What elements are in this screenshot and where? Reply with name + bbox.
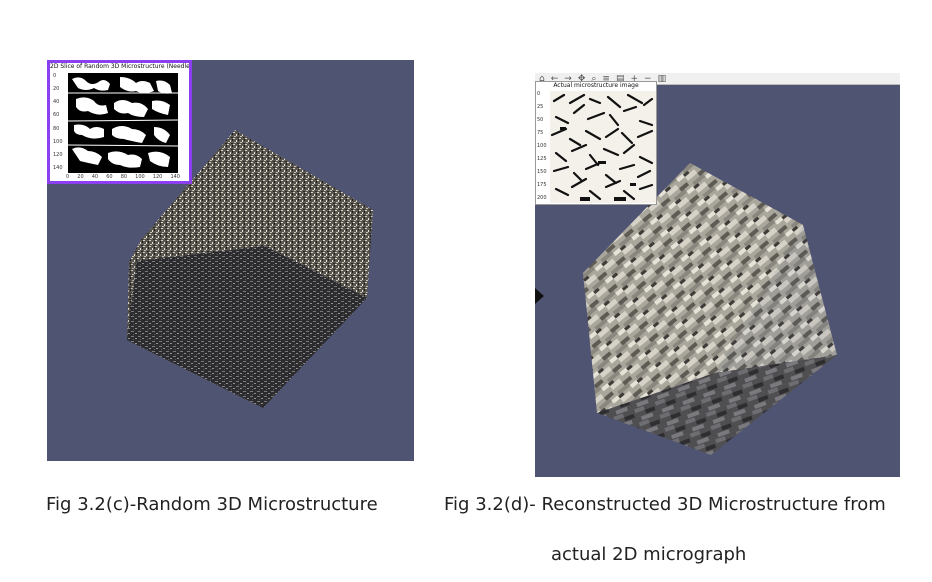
inset-y-ticks: 0 20 40 60 80 100 120 140 (53, 73, 63, 171)
y-tick: 20 (53, 86, 60, 93)
zoom-icon[interactable]: ⌕ (591, 73, 597, 84)
y-tick: 175 (537, 182, 547, 188)
x-tick: 40 (91, 174, 99, 180)
cube-left-face (127, 130, 235, 340)
plus-icon[interactable]: + (630, 73, 639, 84)
x-tick: 140 (170, 174, 180, 180)
cube-bottom-face (127, 246, 367, 408)
caption-right-line1: Fig 3.2(d)- Reconstructed 3D Microstruct… (444, 494, 886, 515)
x-tick: 20 (77, 174, 84, 180)
home-icon[interactable]: ⌂ (539, 73, 545, 84)
x-tick: 120 (152, 174, 163, 180)
y-tick: 50 (537, 117, 544, 123)
y-tick: 0 (537, 91, 541, 97)
config-icon[interactable]: ≡ (602, 73, 610, 84)
x-tick: 60 (106, 174, 113, 180)
panel-side-arrow-icon[interactable] (535, 288, 544, 304)
inset-x-ticks: 0 20 40 60 80 100 120 140 (66, 174, 180, 180)
random-3d-viewport[interactable]: 2D Slice of Random 3D Microstructure (Ne… (47, 60, 414, 461)
slice-inset-plot: 2D Slice of Random 3D Microstructure (Ne… (47, 60, 192, 184)
inset-y-ticks: 0 25 50 75 100 125 150 175 200 (537, 91, 547, 201)
cube-top-face (129, 130, 373, 298)
slice-image (68, 73, 178, 173)
y-tick: 0 (53, 73, 57, 79)
random-cube-render (127, 130, 373, 408)
x-tick: 80 (120, 174, 128, 180)
y-tick: 40 (53, 99, 60, 106)
trash-icon[interactable]: ▥ (657, 73, 667, 84)
y-tick: 120 (53, 151, 63, 158)
inset-title: Actual microstructure image (553, 82, 639, 89)
x-tick: 100 (135, 174, 145, 180)
cube-bottom-face (597, 355, 837, 455)
y-tick: 25 (537, 104, 544, 110)
y-tick: 75 (537, 130, 544, 136)
y-tick: 125 (537, 156, 547, 162)
y-tick: 150 (537, 169, 547, 175)
cube-right-face (690, 163, 837, 373)
caption-right-line2: actual 2D micrograph (551, 544, 747, 565)
micrograph-inset-plot: Actual microstructure image 0 25 50 75 1… (535, 81, 657, 205)
inset-title: 2D Slice of Random 3D Microstructure (Ne… (50, 63, 189, 70)
y-tick: 80 (53, 125, 60, 132)
y-tick: 140 (53, 164, 63, 171)
forward-icon[interactable]: → (564, 73, 572, 84)
back-icon[interactable]: ← (550, 73, 559, 84)
minus-icon[interactable]: − (644, 73, 652, 84)
y-tick: 100 (537, 143, 547, 149)
micrograph-image (550, 91, 656, 203)
reconstructed-3d-viewport[interactable]: ⌂ ← → ✥ ⌕ ≡ ▤ + − ▥ Actual microstructur… (535, 73, 900, 477)
y-tick: 200 (537, 195, 547, 201)
caption-left: Fig 3.2(c)-Random 3D Microstructure (46, 494, 378, 515)
y-tick: 100 (53, 138, 63, 145)
save-icon[interactable]: ▤ (615, 73, 625, 84)
y-tick: 60 (53, 112, 60, 119)
reconstructed-cube-render (583, 163, 837, 455)
pan-icon[interactable]: ✥ (577, 73, 586, 84)
x-tick: 0 (66, 174, 70, 180)
